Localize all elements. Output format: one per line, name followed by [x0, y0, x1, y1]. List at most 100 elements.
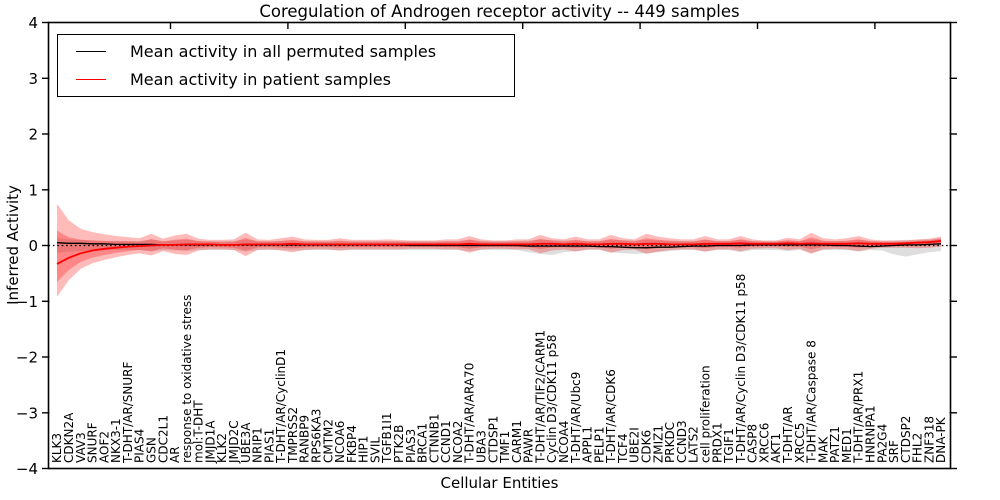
x-tick-label: MED1 — [840, 428, 854, 463]
legend-label-patient: Mean activity in patient samples — [130, 70, 391, 90]
x-tick-label: PELP1 — [592, 427, 606, 463]
x-tick-label: PA2G4 — [875, 424, 889, 463]
x-tick-label: CARM1 — [510, 420, 524, 463]
x-tick-label: CCND3 — [675, 420, 689, 463]
x-tick-label: CTNNB1 — [427, 413, 441, 463]
x-tick-label: CDC2L1 — [156, 415, 170, 463]
x-tick-label: T-DHT/AR/SNURF — [121, 362, 135, 465]
x-tick-label: UBA3 — [475, 430, 489, 463]
x-tick-label: NRIP1 — [251, 427, 265, 463]
y-tick-label: 0 — [28, 237, 38, 255]
x-tick-label: SRF — [887, 440, 901, 463]
permuted-band — [57, 238, 941, 257]
x-tick-label: BRCA1 — [416, 423, 430, 463]
x-tick-label: response to oxidative stress — [180, 295, 194, 463]
x-tick-label: RANBP9 — [298, 415, 312, 463]
x-tick-label: NCOA6 — [333, 421, 347, 463]
x-tick-label: HIP1 — [357, 436, 371, 463]
x-tick-label: PIAS3 — [404, 429, 418, 463]
x-tick-label: PTK2B — [392, 425, 406, 463]
x-tick-label: TCF4 — [616, 433, 630, 464]
x-tick-label: AOF2 — [97, 431, 111, 463]
x-tick-label: VAV3 — [74, 432, 88, 463]
x-tick-label: CDKN2A — [62, 412, 76, 463]
x-tick-label: XRCC6 — [757, 423, 771, 463]
x-tick-label: LATS2 — [687, 426, 701, 463]
x-tick-label: T-DHT/AR/CDK6 — [604, 369, 618, 464]
x-tick-label: UBE2I — [628, 427, 642, 463]
x-tick-label: MAK — [816, 435, 830, 463]
x-tick-label: PRKDC — [663, 422, 677, 463]
x-tick-label: NCOA2 — [451, 421, 465, 463]
x-tick-label: T-DHT/AR/Caspase 8 — [805, 340, 819, 464]
x-tick-label: mol:T-DHT — [192, 400, 206, 463]
legend-label-permuted: Mean activity in all permuted samples — [130, 41, 437, 61]
x-tick-label: T-DHT/AR/TIF2/CARM1 — [534, 330, 548, 464]
x-tick-label: TMF1 — [498, 431, 512, 464]
y-axis-label: Inferred Activity — [4, 185, 22, 305]
y-tick-label: 1 — [28, 181, 38, 199]
y-tick-label: 3 — [28, 70, 38, 88]
patient-band-outer — [57, 203, 941, 297]
x-tick-label: Cyclin D3/CDK11 p58 — [545, 334, 559, 463]
y-tick-label: 4 — [28, 14, 38, 32]
x-tick-label: PIAS4 — [133, 429, 147, 463]
y-tick-label: 2 — [28, 126, 38, 144]
x-tick-label: ZNF318 — [922, 416, 936, 463]
x-tick-label: JMJD2C — [227, 420, 241, 464]
permuted-line-swatch — [76, 50, 106, 52]
x-tick-label: SNURF — [86, 422, 100, 463]
x-tick-label: ZMIZ1 — [651, 425, 665, 463]
x-tick-label: PATZ1 — [828, 426, 842, 463]
y-tick-label: −3 — [16, 404, 38, 422]
x-tick-label: CDK6 — [640, 430, 654, 463]
x-tick-label: XRCC5 — [793, 423, 807, 463]
x-tick-label: SVIL — [368, 437, 382, 463]
x-tick-label: TMPRSS2 — [286, 407, 300, 464]
x-tick-label: PRDX1 — [710, 422, 724, 463]
x-tick-label: PAWR — [522, 429, 536, 463]
x-tick-label: DNA-PK — [934, 416, 948, 463]
patient-line-swatch — [76, 79, 106, 81]
x-tick-label: FKBP4 — [345, 425, 359, 463]
x-tick-label: CTDSP1 — [486, 416, 500, 463]
chart-title: Coregulation of Androgen receptor activi… — [259, 2, 740, 21]
x-tick-label: JMJD1A — [203, 420, 217, 464]
x-tick-label: AKT1 — [769, 433, 783, 463]
x-tick-label: CASP8 — [746, 424, 760, 463]
y-tick-label: −1 — [16, 293, 38, 311]
x-tick-label: UBE3A — [239, 422, 253, 463]
x-tick-label: RPS6KA3 — [310, 409, 324, 463]
x-tick-label: CTDSP2 — [899, 416, 913, 463]
x-tick-label: T-DHT/AR/ARA70 — [463, 363, 477, 464]
x-tick-label: KLK2 — [215, 433, 229, 463]
x-tick-label: FHL2 — [911, 433, 925, 463]
x-tick-label: NKX3-1 — [109, 418, 123, 463]
legend: Mean activity in all permuted samples Me… — [57, 34, 515, 97]
x-tick-label: T-DHT/AR/CyclinD1 — [274, 349, 288, 464]
x-tick-label: T-DHT/AR/Cyclin D3/CDK11 p58 — [734, 274, 748, 464]
x-tick-label: TGFB1I1 — [380, 412, 394, 464]
x-tick-label: T-DHT/AR/PRX1 — [852, 371, 866, 464]
x-tick-label: CMTM2 — [321, 419, 335, 463]
y-tick-label: −4 — [16, 460, 38, 478]
x-tick-label: AR — [168, 446, 182, 463]
patient-mean-line — [56, 240, 942, 265]
x-tick-label: NCOA4 — [557, 421, 571, 463]
x-tick-label: cell proliferation — [699, 365, 713, 463]
y-tick-label: −2 — [16, 349, 38, 367]
x-tick-label: KLK3 — [50, 433, 64, 463]
x-tick-label: CCND1 — [439, 420, 453, 463]
x-tick-label: PIAS1 — [262, 429, 276, 463]
x-tick-label: TGIF1 — [722, 428, 736, 464]
x-tick-label: T-DHT/AR/Ubc9 — [569, 372, 583, 464]
x-tick-label: HNRNPA1 — [864, 405, 878, 463]
x-axis-label: Cellular Entities — [440, 474, 559, 492]
x-tick-label: APPL1 — [581, 426, 595, 463]
x-tick-label: GSN — [145, 437, 159, 463]
legend-item-permuted: Mean activity in all permuted samples — [76, 42, 514, 61]
x-tick-label: T-DHT/AR — [781, 406, 795, 464]
